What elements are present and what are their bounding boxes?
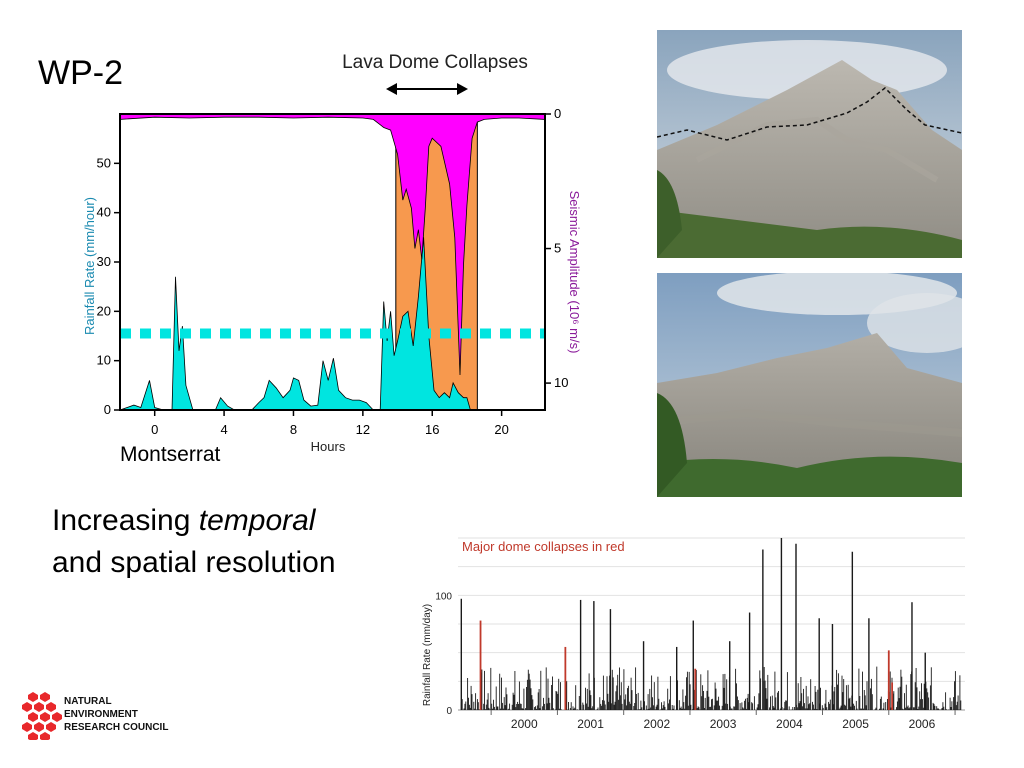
chart1-plot-area: 0 4 8 12 16 20 0 10 20 30 40 50 0 5 10	[97, 106, 569, 437]
logo-hex	[40, 732, 50, 740]
year-label: 2003	[710, 717, 737, 731]
logo-hex	[40, 692, 50, 702]
year-label: 2006	[909, 717, 936, 731]
volcano-photo-top	[657, 30, 962, 258]
chart2-ylabel-text: Rainfall Rate (mm/day)	[422, 604, 433, 706]
logo-hex	[28, 712, 38, 722]
y2-tick-label: 5	[554, 241, 561, 256]
y-tick-label: 0	[104, 402, 111, 417]
location-label: Montserrat	[120, 443, 221, 466]
logo-hex	[28, 692, 38, 702]
y2-tick-label: 10	[554, 375, 568, 390]
x-tick-label: 4	[220, 422, 227, 437]
x-tick-label: 8	[290, 422, 297, 437]
year-label: 2001	[577, 717, 604, 731]
subtitle-line2: and spatial resolution	[52, 546, 336, 579]
year-label: 2005	[842, 717, 869, 731]
y-tick-label: 10	[97, 353, 111, 368]
chart2-plot-area: 0 100 2000 2001 2002 2003 2004 2005 2006	[435, 537, 965, 731]
seismic-area	[119, 113, 546, 376]
x-tick-label: 12	[356, 422, 370, 437]
x-tick-label: 0	[151, 422, 158, 437]
logo-hex	[46, 722, 56, 732]
y-tick-label: 30	[97, 254, 111, 269]
year-label: 2002	[643, 717, 670, 731]
subtitle-italic: temporal	[198, 504, 316, 537]
x-tick-label: 20	[494, 422, 508, 437]
logo-hex	[46, 702, 56, 712]
chart2-y-tick-label: 0	[446, 706, 452, 717]
y-tick-label: 40	[97, 205, 111, 220]
logo-hex	[40, 712, 50, 722]
logo-hex	[34, 722, 44, 732]
logo-hex	[28, 732, 38, 740]
year-label: 2004	[776, 717, 803, 731]
nerc-logo-icon	[22, 692, 62, 740]
y2-tick-label: 0	[554, 106, 561, 121]
y-tick-label: 50	[97, 155, 111, 170]
subtitle-part1: Increasing	[52, 504, 199, 537]
chart2-ylabel: Rainfall Rate (mm/day)	[422, 604, 433, 706]
nerc-logo-text: NATURAL ENVIRONMENT RESEARCH COUNCIL	[64, 695, 168, 734]
collapse-arrow	[386, 83, 468, 95]
slide-title: WP-2	[38, 54, 123, 92]
logo-hex	[22, 722, 32, 732]
y-tick-label: 20	[97, 303, 111, 318]
daily-rainfall-chart: Major dome collapses in red 0 100 2000 2001…	[422, 537, 965, 731]
rainfall-seismic-chart: Lava Dome Collapses 0 4 8 12 16 2001020304050…	[82, 52, 582, 454]
logo-hex	[34, 702, 44, 712]
chart1-xlabel: Hours	[311, 439, 346, 454]
x-tick-label: 16	[425, 422, 439, 437]
chart2-y-tick-label: 100	[435, 591, 452, 602]
chart1-y2label: Seismic Amplitude (10⁶ m/s)	[567, 191, 582, 354]
logo-hex	[22, 702, 32, 712]
subtitle: Increasing temporal and spatial resoluti…	[52, 500, 336, 584]
chart1-title: Lava Dome Collapses	[342, 52, 528, 73]
year-label: 2000	[511, 717, 538, 731]
rainfall-area	[119, 237, 545, 411]
logo-hex	[52, 712, 62, 722]
chart1-ylabel: Rainfall Rate (mm/hour)	[82, 197, 97, 335]
logo-line1: NATURAL	[64, 696, 112, 707]
logo-line2: ENVIRONMENT	[64, 709, 138, 720]
chart2-annotation: Major dome collapses in red	[462, 539, 625, 554]
logo-line3: RESEARCH COUNCIL	[64, 722, 169, 733]
volcano-photo-bottom	[657, 273, 962, 497]
